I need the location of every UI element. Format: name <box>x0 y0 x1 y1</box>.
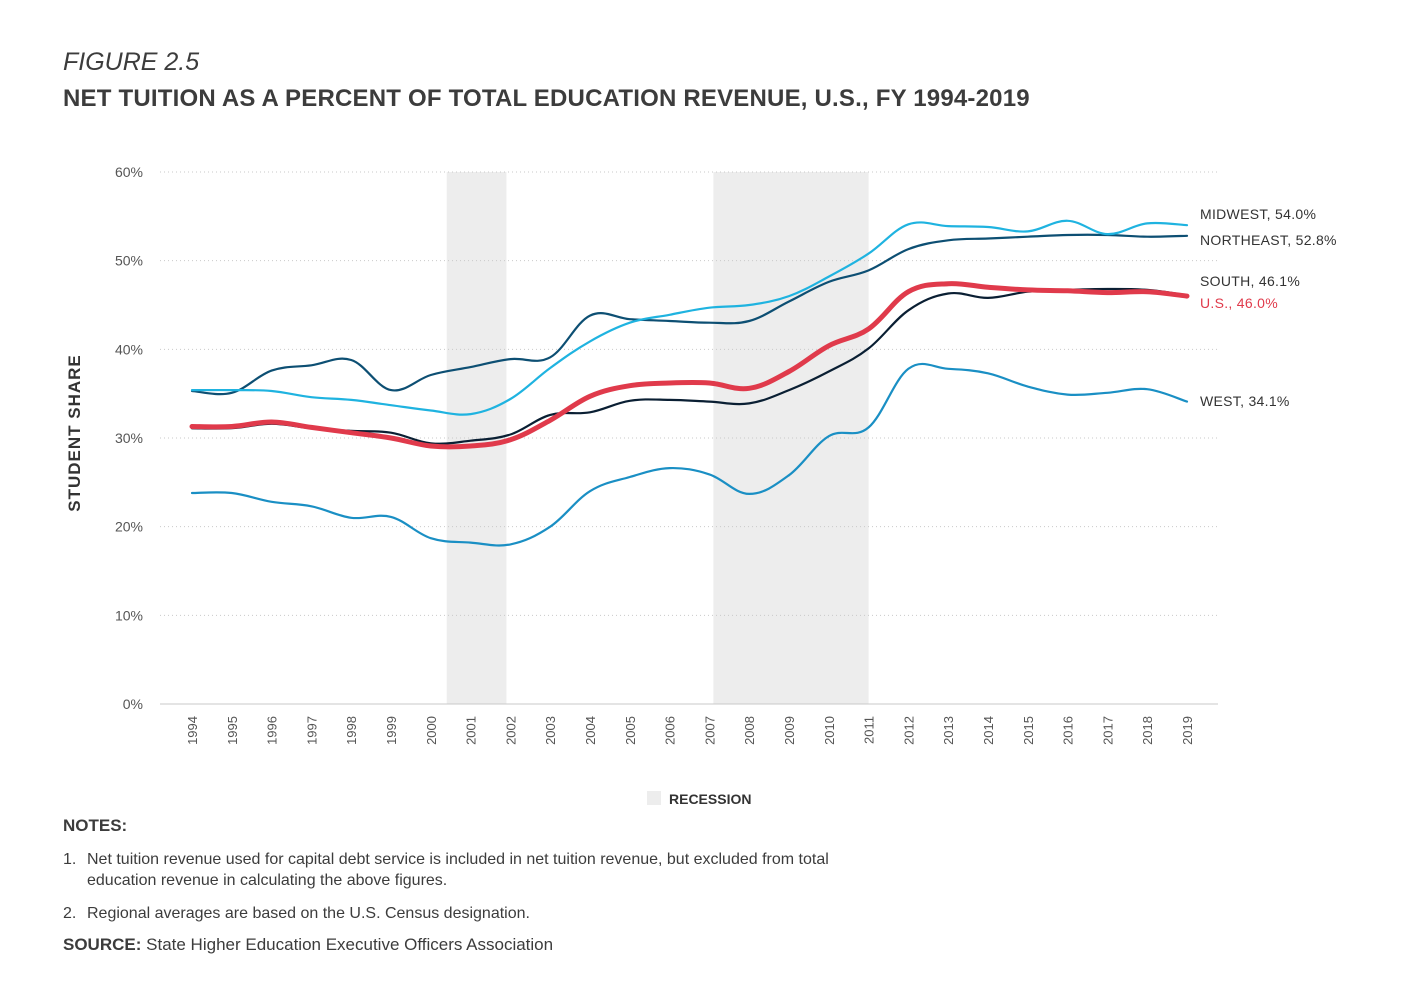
y-tick-label: 10% <box>115 607 143 623</box>
series-end-label-midwest: MIDWEST, 54.0% <box>1200 206 1316 222</box>
chart-title: NET TUITION AS A PERCENT OF TOTAL EDUCAT… <box>63 85 1030 112</box>
note-1-text: Net tuition revenue used for capital deb… <box>87 851 829 889</box>
source-text: State Higher Education Executive Officer… <box>146 935 554 954</box>
x-tick-label: 2014 <box>981 716 996 745</box>
series-line-northeast <box>190 233 1189 396</box>
x-tick-label: 2012 <box>901 716 916 745</box>
legend-recession-label: RECESSION <box>669 791 751 807</box>
x-tick-label: 2010 <box>822 716 837 745</box>
x-tick-label: 2013 <box>941 716 956 745</box>
x-tick-label: 2017 <box>1100 716 1115 745</box>
x-tick-label: 2002 <box>503 716 518 745</box>
y-axis-title: STUDENT SHARE <box>65 354 84 512</box>
x-tick-label: 2004 <box>583 716 598 745</box>
note-2-text: Regional averages are based on the U.S. … <box>87 905 530 922</box>
x-tick-label: 2007 <box>702 716 717 745</box>
series-line-west <box>190 362 1189 547</box>
x-tick-label: 2011 <box>862 716 877 744</box>
series-end-label-west: WEST, 34.1% <box>1200 393 1290 409</box>
x-tick-label: 2000 <box>424 716 439 745</box>
x-tick-label: 2005 <box>623 716 638 745</box>
series-line-midwest <box>190 219 1189 416</box>
series-line-u-s <box>189 281 1190 450</box>
x-tick-label: 2019 <box>1180 716 1195 745</box>
source-label: SOURCE: <box>63 935 142 954</box>
x-tick-label: 1995 <box>225 716 240 745</box>
y-tick-label: 30% <box>115 430 143 446</box>
y-tick-label: 50% <box>115 253 143 269</box>
x-tick-label: 2006 <box>663 716 678 745</box>
x-tick-label: 2016 <box>1061 716 1076 745</box>
y-tick-label: 0% <box>123 696 143 712</box>
series-line-south <box>190 287 1189 445</box>
y-tick-label: 20% <box>115 519 143 535</box>
x-tick-label: 2008 <box>742 716 757 745</box>
notes-heading: NOTES: <box>63 816 128 835</box>
source-line: SOURCE: State Higher Education Executive… <box>63 935 553 955</box>
x-tick-label: 1997 <box>304 716 319 745</box>
y-tick-label: 60% <box>115 164 143 180</box>
line-chart: 0% 10% 20% 30% 40% 50% 60% 1994 1995 1996 1997 1998… <box>65 164 1337 807</box>
series-end-label-south: SOUTH, 46.1% <box>1200 273 1300 289</box>
note-2-number: 2. <box>63 905 77 922</box>
y-tick-label: 40% <box>115 341 143 357</box>
x-tick-label: 1998 <box>344 716 359 745</box>
series-end-label-northeast: NORTHEAST, 52.8% <box>1200 232 1337 248</box>
x-tick-label: 2001 <box>464 716 479 745</box>
x-tick-label: 1994 <box>185 716 200 745</box>
x-tick-label: 2009 <box>782 716 797 745</box>
series-end-label-u-s: U.S., 46.0% <box>1200 295 1278 311</box>
x-tick-label: 2003 <box>543 716 558 745</box>
x-tick-label: 2018 <box>1140 716 1155 745</box>
x-tick-label: 1996 <box>265 716 280 745</box>
x-tick-label: 1999 <box>384 716 399 745</box>
legend-recession-swatch <box>647 791 661 805</box>
note-1-number: 1. <box>63 851 77 868</box>
x-tick-label: 2015 <box>1021 716 1036 745</box>
recession-band-2 <box>713 172 869 704</box>
figure-label: FIGURE 2.5 <box>63 48 200 76</box>
